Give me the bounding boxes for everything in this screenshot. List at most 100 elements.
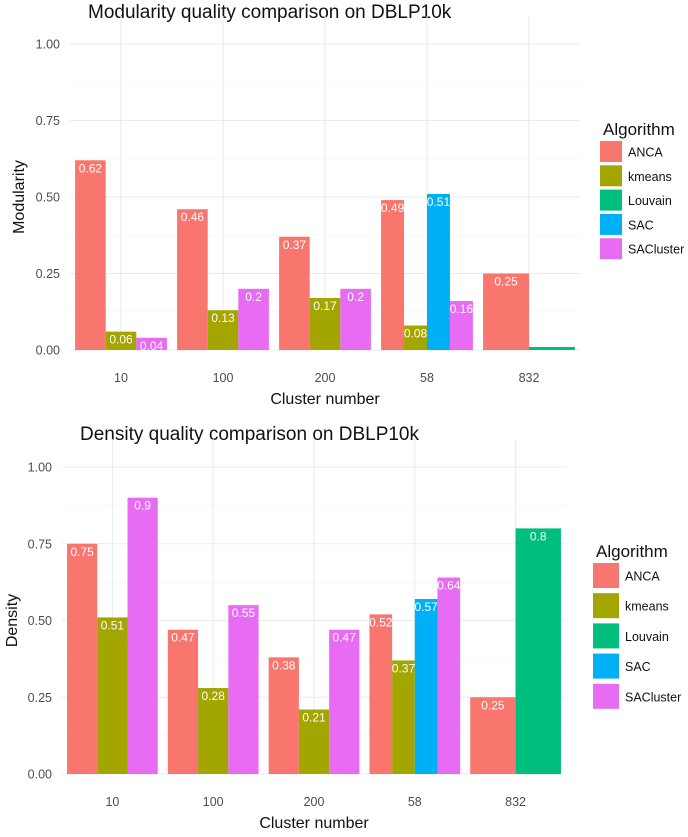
bar-kmeans — [392, 660, 415, 774]
bar-value-label: 0.21 — [302, 711, 326, 725]
x-tick-label: 10 — [105, 795, 119, 809]
bar-value-label: 0.52 — [369, 615, 393, 629]
bar-kmeans — [207, 310, 239, 350]
bar-sacluster — [340, 288, 371, 350]
bar-sacluster — [127, 497, 158, 774]
y-tick-label: 0.50 — [28, 614, 52, 628]
legend-label-sacluster: SACluster — [625, 690, 681, 704]
x-tick-label: 832 — [505, 795, 526, 809]
bar-value-label: 0.49 — [381, 201, 405, 215]
y-tick-label: 0.25 — [28, 691, 52, 705]
bar-anca — [177, 209, 208, 350]
bar-value-label: 0.13 — [211, 311, 235, 325]
x-tick-label: 100 — [203, 795, 224, 809]
bar-value-label: 0.2 — [245, 290, 262, 304]
bar-value-label: 0.01 — [540, 348, 564, 362]
density-chart: Density quality comparison on DBLP10k 0.0… — [4, 424, 681, 832]
bar-sacluster — [136, 337, 167, 350]
bar-value-label: 0.08 — [404, 327, 428, 341]
bar-sac — [427, 193, 450, 350]
bar-value-label: 0.9 — [134, 499, 151, 513]
bar-louvain — [529, 346, 575, 350]
y-tick-label: 0.25 — [36, 267, 60, 281]
legend-label-anca: ANCA — [625, 570, 660, 584]
bar-anca — [279, 236, 310, 350]
bar-anca — [381, 200, 405, 350]
chart-title: Modularity quality comparison on DBLP10k — [88, 2, 452, 23]
legend-label-sac: SAC — [628, 218, 654, 232]
legend-title: Algorithm — [596, 542, 668, 561]
bar-kmeans — [198, 688, 229, 774]
bar-louvain — [515, 528, 561, 774]
legend-label-kmeans: kmeans — [625, 600, 669, 614]
bar-kmeans — [298, 709, 330, 774]
legend-label-anca: ANCA — [628, 146, 663, 160]
legend-swatch-kmeans — [600, 165, 622, 187]
bar-value-label: 0.57 — [414, 600, 438, 614]
y-tick-label: 1.00 — [36, 38, 60, 52]
y-tick-label: 0.00 — [36, 344, 60, 358]
bar-anca — [268, 657, 299, 774]
bar-value-label: 0.51 — [427, 195, 451, 209]
bar-value-label: 0.04 — [140, 339, 164, 353]
bar-value-label: 0.17 — [313, 299, 337, 313]
bar-anca — [369, 614, 393, 774]
bar-value-label: 0.55 — [232, 606, 256, 620]
chart-title: Density quality comparison on DBLP10k — [80, 424, 420, 445]
y-axis-label: Modularity — [11, 160, 28, 234]
bar-value-label: 0.47 — [171, 631, 195, 645]
x-tick-label: 100 — [213, 371, 234, 385]
x-axis-label: Cluster number — [270, 391, 380, 408]
bar-sacluster — [228, 605, 259, 774]
x-tick-label: 200 — [304, 795, 325, 809]
x-tick-label: 200 — [315, 371, 336, 385]
bar-value-label: 0.62 — [79, 161, 103, 175]
legend-swatch-sac — [600, 213, 622, 235]
bar-anca — [67, 543, 98, 774]
bar-value-label: 0.47 — [333, 631, 357, 645]
bar-value-label: 0.16 — [450, 302, 474, 316]
bar-value-label: 0.75 — [70, 545, 94, 559]
legend-label-louvain: Louvain — [628, 194, 672, 208]
y-tick-label: 0.50 — [36, 191, 60, 205]
bar-value-label: 0.25 — [481, 698, 505, 712]
legend-swatch-sac — [593, 653, 619, 679]
x-axis-label: Cluster number — [259, 815, 369, 832]
bar-kmeans — [309, 297, 341, 350]
bar-anca — [75, 160, 106, 350]
bar-value-label: 0.46 — [181, 210, 205, 224]
bar-value-label: 0.51 — [101, 618, 125, 632]
legend-swatch-anca — [600, 141, 622, 162]
x-tick-label: 58 — [408, 795, 422, 809]
y-tick-label: 0.00 — [28, 768, 52, 782]
bar-value-label: 0.28 — [202, 689, 226, 703]
bar-sacluster — [449, 301, 473, 350]
legend-label-kmeans: kmeans — [628, 170, 672, 184]
bar-sacluster — [437, 577, 461, 774]
bar-kmeans — [105, 331, 137, 350]
bar-value-label: 0.37 — [283, 238, 307, 252]
bar-anca — [483, 273, 529, 350]
bar-value-label: 0.2 — [347, 290, 364, 304]
bar-value-label: 0.25 — [494, 275, 518, 289]
bar-sacluster — [238, 288, 269, 350]
y-axis-label: Density — [4, 594, 21, 647]
bar-sac — [414, 599, 438, 774]
legend-swatch-louvain — [600, 189, 622, 211]
bar-anca — [470, 697, 516, 774]
bar-value-label: 0.64 — [437, 579, 461, 593]
bar-value-label: 0.38 — [272, 658, 296, 672]
bar-anca — [167, 629, 199, 774]
legend-label-sac: SAC — [625, 660, 651, 674]
bar-kmeans — [97, 617, 128, 774]
legend-swatch-anca — [593, 563, 619, 588]
legend-title: Algorithm — [603, 120, 675, 139]
legend-swatch-sacluster — [593, 683, 619, 709]
legend-label-sacluster: SACluster — [628, 243, 684, 257]
modularity-chart: Modularity quality comparison on DBLP10k… — [11, 2, 684, 408]
x-tick-label: 58 — [420, 371, 434, 385]
x-tick-label: 832 — [519, 371, 540, 385]
bar-sacluster — [329, 629, 360, 774]
